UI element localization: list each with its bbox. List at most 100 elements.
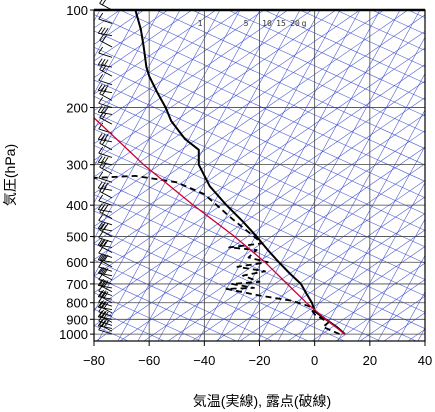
wind-barb-flag: [100, 106, 106, 113]
wind-barb-staff: [98, 32, 113, 37]
wind-barb: [97, 266, 113, 277]
guide-line: [94, 276, 237, 341]
wind-barb: [98, 214, 113, 226]
wind-barb-staff: [98, 259, 113, 263]
wind-barb-flag: [99, 300, 105, 307]
wind-barb-flag: [101, 291, 107, 298]
y-axis-title: 気圧(hPa): [2, 144, 18, 206]
wind-barb-staff: [98, 138, 113, 143]
guide-line: [94, 10, 241, 112]
wind-barb-staff: [98, 177, 113, 183]
wind-barb-staff: [98, 209, 113, 213]
guide-line: [155, 10, 425, 133]
wind-barb-flag: [97, 26, 103, 34]
guide-line: [191, 179, 425, 341]
wind-barb-flag: [100, 290, 106, 298]
wind-barb-flag: [99, 289, 105, 297]
mixing-ratio-label: 1: [198, 19, 203, 28]
wind-barb-staff: [98, 187, 113, 191]
guide-line: [177, 10, 361, 341]
wind-barb-flag: [100, 279, 106, 287]
x-tick-label: 40: [418, 353, 432, 368]
wind-barb-flag: [103, 106, 109, 114]
wind-barb-staff: [98, 18, 113, 24]
guide-line: [215, 196, 425, 341]
wind-barb-flag: [97, 310, 103, 318]
guide-line: [94, 31, 425, 261]
y-tick-label: 300: [66, 158, 88, 173]
guide-line: [94, 10, 261, 313]
wind-barb: [98, 231, 113, 243]
grid-lines: [94, 10, 425, 341]
wind-barb: [97, 310, 113, 320]
guide-line: [359, 295, 425, 341]
guide-line: [94, 243, 309, 341]
wind-barb-flag: [103, 59, 109, 66]
wind-barb-flag: [101, 186, 107, 194]
guide-line: [94, 10, 161, 131]
guide-line: [119, 130, 425, 341]
guide-line: [94, 177, 425, 329]
wind-barb-flag: [100, 84, 106, 92]
wind-barb: [97, 133, 113, 143]
wind-barb-flag: [101, 310, 107, 318]
wind-barb-flag: [99, 0, 103, 4]
y-tick-label: 900: [66, 312, 88, 327]
guide-line: [197, 10, 381, 341]
guide-line: [94, 10, 385, 211]
wind-barb-flag: [97, 181, 103, 189]
wind-barb-flag: [98, 295, 104, 303]
wind-barb-flag: [97, 133, 103, 140]
wind-barb-flag: [100, 58, 106, 66]
wind-barb: [98, 194, 113, 206]
wind-barb-flag: [103, 204, 109, 211]
wind-barb-staff: [99, 211, 113, 219]
wind-barb-flag: [99, 278, 105, 286]
wind-barb: [98, 74, 113, 86]
guide-line: [94, 10, 141, 95]
guide-line: [94, 128, 425, 280]
mixing-ratio-label: g: [302, 19, 307, 28]
wind-barb-flag: [97, 105, 103, 113]
wind-barb-staff: [99, 190, 113, 199]
wind-barb-flag: [98, 12, 104, 20]
guide-line: [297, 109, 425, 341]
wind-barb: [97, 105, 113, 115]
wind-barb-staff: [98, 296, 113, 300]
wind-barb: [98, 295, 113, 307]
guide-line: [335, 279, 425, 341]
wind-barb-flag: [98, 194, 104, 202]
wind-barb: [97, 290, 113, 300]
wind-barb-staff: [98, 102, 113, 109]
guide-line: [94, 112, 425, 264]
dewpoint-line: [94, 175, 340, 335]
x-tick-label: −20: [248, 353, 270, 368]
wind-barb-flag: [103, 301, 109, 309]
wind-barb-staff: [99, 259, 113, 268]
mixing-ratio-label: 5: [244, 19, 249, 28]
x-tick-label: −40: [193, 353, 215, 368]
mixing-ratio-label: 10: [262, 19, 272, 28]
temperature-line: [134, 10, 346, 335]
wind-barb: [98, 146, 113, 158]
guide-line: [94, 194, 417, 341]
guide-line: [299, 10, 425, 68]
wind-barb-staff: [99, 166, 113, 175]
wind-barb-staff: [98, 161, 113, 166]
wind-barb-flag: [103, 134, 109, 141]
wind-barb-flag: [97, 238, 103, 246]
wind-barb: [97, 58, 113, 68]
background-lines: [94, 10, 425, 341]
guide-line: [94, 145, 425, 297]
guide-line: [143, 146, 425, 341]
wind-barb-flag: [100, 239, 106, 246]
wind-barb-flag: [101, 35, 107, 43]
wind-barb-flag: [101, 88, 107, 96]
wind-barb-flag: [98, 122, 104, 130]
y-tick-label: 700: [66, 277, 88, 292]
guide-line: [94, 10, 201, 204]
wind-barb-staff: [98, 220, 113, 226]
wind-barb-flag: [99, 254, 105, 261]
guide-line: [94, 210, 381, 341]
wind-barb: [98, 96, 113, 109]
